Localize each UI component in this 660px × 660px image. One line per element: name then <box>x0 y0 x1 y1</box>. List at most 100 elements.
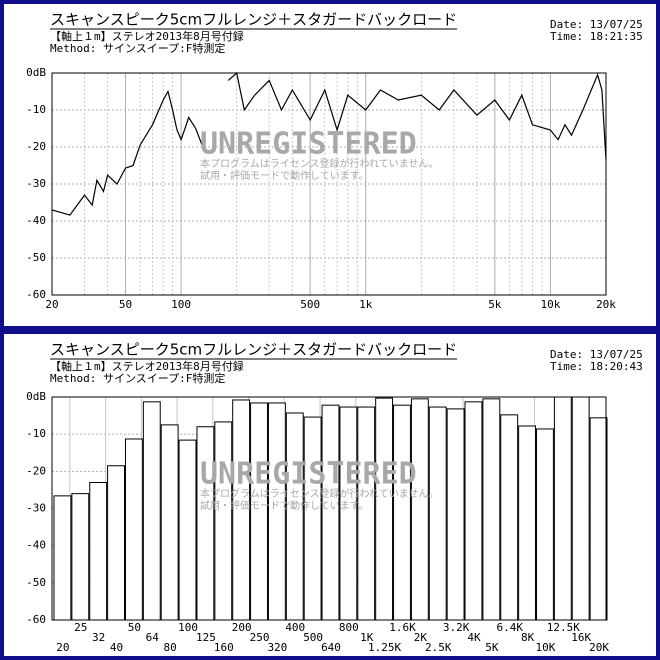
watermark-note: 本プログラムはライセンス登録が行われていません。 <box>200 487 438 500</box>
bar <box>124 438 143 621</box>
response-line <box>51 71 607 216</box>
x-tick-label: 50 <box>128 621 141 634</box>
x-tick-label: 500 <box>300 298 320 311</box>
watermark-note: 本プログラムはライセンス登録が行われていません。 <box>200 157 438 170</box>
bar <box>107 465 125 621</box>
x-tick-label: 640 <box>321 641 341 654</box>
x-tick-label: 16K <box>571 631 591 644</box>
x-tick-label: 20K <box>589 641 609 654</box>
bar <box>553 396 572 621</box>
y-tick-label: -60 <box>26 613 46 626</box>
bar <box>89 481 108 621</box>
watermark: UNREGISTERED <box>200 457 417 492</box>
x-tick-label: 250 <box>250 631 270 644</box>
x-tick-label: 1K <box>360 631 374 644</box>
panel <box>4 4 656 326</box>
bar <box>339 406 358 621</box>
bar <box>464 401 483 621</box>
y-tick-label: -50 <box>26 251 46 264</box>
x-tick-label: 6.4K <box>496 621 523 634</box>
bar <box>160 424 179 621</box>
x-tick-label: 3.2K <box>443 621 470 634</box>
x-tick-label: 32 <box>92 631 105 644</box>
x-tick-label: 25 <box>74 621 87 634</box>
x-tick-label: 8K <box>521 631 535 644</box>
plot-frame <box>51 396 607 621</box>
x-tick-label: 320 <box>267 641 287 654</box>
y-tick-label: 0dB <box>26 390 46 403</box>
plot-frame <box>51 72 607 296</box>
y-tick-label: -40 <box>26 539 46 552</box>
chart-title: スキャンスピーク5cmフルレンジ＋スタガードバックロード <box>50 341 457 359</box>
watermark-note: 試用・評価モードで動作しています。 <box>200 499 369 512</box>
y-tick-label: -50 <box>26 576 46 589</box>
bar <box>571 396 590 621</box>
x-tick-label: 1.6K <box>389 621 416 634</box>
date: Date: 13/07/25 <box>550 348 643 361</box>
x-tick-label: 4K <box>467 631 481 644</box>
time: Time: 18:20:43 <box>550 360 643 373</box>
x-tick-label: 200 <box>232 621 252 634</box>
x-tick-label: 5k <box>488 298 502 311</box>
x-tick-label: 40 <box>110 641 123 654</box>
x-tick-label: 64 <box>146 631 160 644</box>
bar <box>393 404 411 621</box>
watermark: UNREGISTERED <box>200 127 417 162</box>
x-tick-label: 2K <box>414 631 428 644</box>
x-tick-label: 400 <box>285 621 305 634</box>
bar <box>357 406 376 621</box>
y-tick-label: -30 <box>26 502 46 515</box>
y-tick-label: -60 <box>26 288 46 301</box>
bar <box>142 401 161 621</box>
x-tick-label: 20 <box>56 641 69 654</box>
watermark-note: 試用・評価モードで動作しています。 <box>200 169 369 182</box>
subtitle: 【軸上１m】ステレオ2013年8月号付録 <box>50 29 244 43</box>
chart-title: スキャンスピーク5cmフルレンジ＋スタガードバックロード <box>50 11 457 29</box>
bar <box>428 406 447 621</box>
bar <box>446 408 465 621</box>
date: Date: 13/07/25 <box>550 18 643 31</box>
bar <box>589 417 608 621</box>
x-tick-label: 50 <box>119 298 132 311</box>
bar <box>536 428 554 621</box>
bar <box>214 421 233 621</box>
y-tick-label: 0dB <box>26 66 46 79</box>
subtitle: 【軸上１m】ステレオ2013年8月号付録 <box>50 359 244 373</box>
x-tick-label: 12.5K <box>547 621 580 634</box>
time: Time: 18:21:35 <box>550 30 643 43</box>
x-tick-label: 1.25K <box>368 641 401 654</box>
bar <box>303 416 322 621</box>
x-tick-label: 2.5K <box>425 641 452 654</box>
x-tick-label: 10k <box>540 298 560 311</box>
method: Method: サインスイープ:F特測定 <box>50 41 225 55</box>
x-tick-label: 10K <box>536 641 556 654</box>
x-tick-label: 500 <box>303 631 323 644</box>
x-tick-label: 100 <box>171 298 191 311</box>
bar <box>482 398 501 621</box>
bar <box>518 425 537 621</box>
method: Method: サインスイープ:F特測定 <box>50 371 225 385</box>
bar <box>375 397 394 621</box>
x-tick-label: 100 <box>178 621 198 634</box>
y-tick-label: -20 <box>26 140 46 153</box>
bar <box>410 398 429 621</box>
y-tick-label: -30 <box>26 177 46 190</box>
bar <box>321 404 340 621</box>
y-tick-label: -10 <box>26 103 46 116</box>
x-tick-label: 20 <box>45 298 58 311</box>
x-tick-label: 80 <box>164 641 177 654</box>
bar <box>285 412 304 621</box>
bar <box>178 439 197 621</box>
x-tick-label: 160 <box>214 641 234 654</box>
y-tick-label: -10 <box>26 427 46 440</box>
bar <box>500 414 519 621</box>
y-tick-label: -20 <box>26 464 46 477</box>
x-tick-label: 1k <box>359 298 373 311</box>
y-tick-label: -40 <box>26 214 46 227</box>
bar <box>71 493 90 621</box>
x-tick-label: 5K <box>485 641 499 654</box>
x-tick-label: 800 <box>339 621 359 634</box>
x-tick-label: 20k <box>596 298 616 311</box>
